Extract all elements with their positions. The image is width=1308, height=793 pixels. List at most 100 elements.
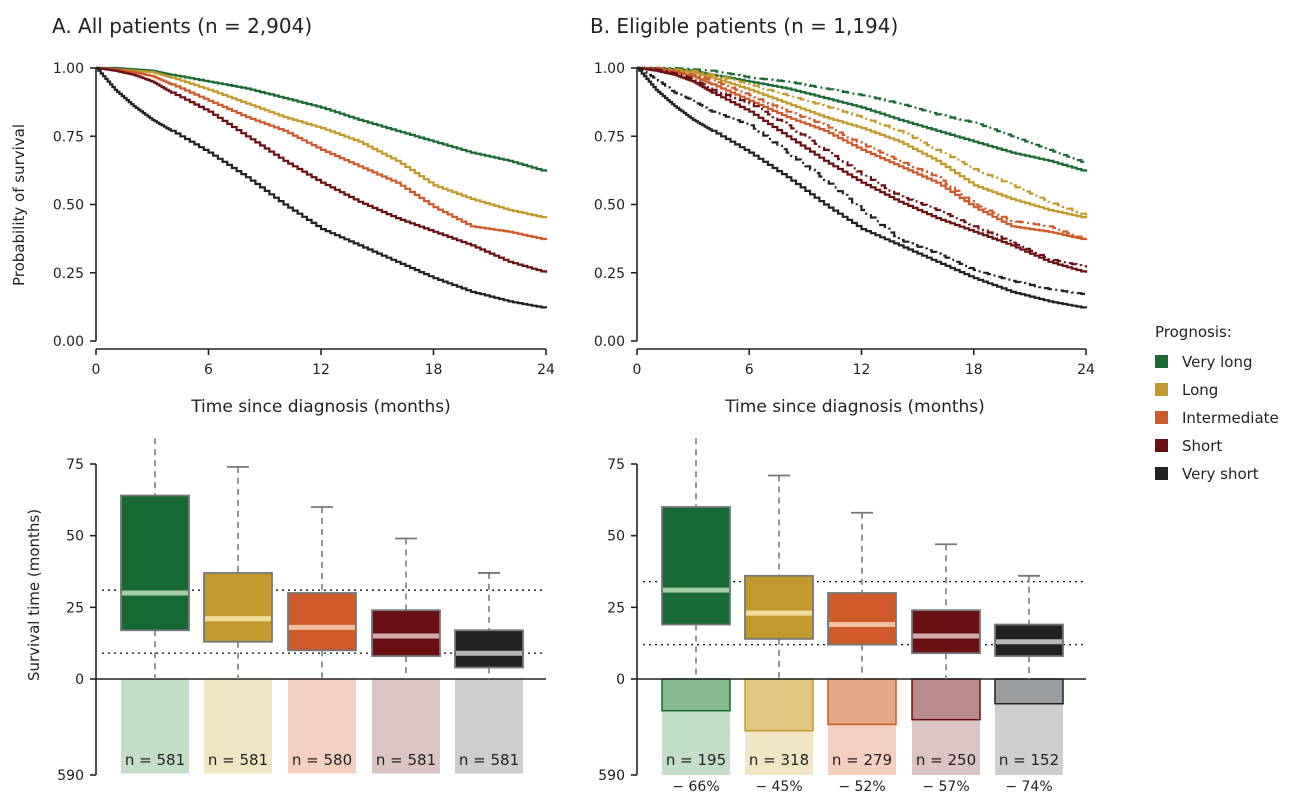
survival-curve-very-long	[96, 66, 548, 172]
x-tick-label: 18	[965, 362, 983, 378]
box-long	[203, 572, 273, 643]
count-axis-label: 590	[57, 768, 84, 784]
x-tick-label: 18	[425, 362, 443, 378]
y-tick-label: 1.00	[594, 61, 625, 77]
survival-curve-short	[96, 66, 548, 273]
survival-curve-very-short	[637, 66, 1088, 309]
km-a-x-axis-label: Time since diagnosis (months)	[190, 397, 451, 417]
legend-label-very-short: Very short	[1182, 465, 1259, 483]
count-bar-long	[204, 679, 272, 774]
y-tick-label: 0.25	[53, 266, 84, 282]
y-tick-label: 0.75	[594, 129, 625, 145]
n-label: n = 581	[376, 751, 436, 769]
survival-curve-very-long-dashdot	[637, 66, 1088, 164]
boxplot-all-patients: 0 25 50 75 590 n = 581 n = 581 n = 580 n = 581 n …	[57, 438, 546, 784]
x-tick-label: 24	[1077, 362, 1095, 378]
box-intermediate	[287, 592, 357, 652]
x-tick-label: 6	[204, 362, 213, 378]
box-long	[744, 574, 814, 640]
count-bar-short	[911, 678, 981, 721]
x-tick-label: 12	[312, 362, 330, 378]
legend-title: Prognosis:	[1155, 323, 1232, 341]
survival-curve-intermediate-dashdot	[637, 66, 1088, 240]
n-label: n = 318	[749, 751, 809, 769]
legend-swatch-very-short	[1155, 467, 1168, 480]
y-tick-label: 0	[75, 672, 84, 688]
y-tick-label: 1.00	[53, 61, 84, 77]
box-short	[371, 609, 441, 657]
survival-curve-long	[637, 66, 1088, 219]
survival-curve-long	[96, 66, 548, 219]
y-tick-label: 0.00	[53, 334, 84, 350]
count-axis-label: 590	[598, 768, 625, 784]
km-plot-eligible-patients: 0.00 0.25 0.50 0.75 1.00 0 6 12 18 24	[594, 61, 1095, 378]
y-tick-label: 50	[607, 529, 625, 545]
panel-a-title: A. All patients (n = 2,904)	[52, 14, 312, 38]
count-bar-very-short	[994, 678, 1064, 705]
count-bar-long	[744, 678, 814, 732]
x-tick-label: 24	[537, 362, 555, 378]
x-tick-label: 12	[853, 362, 871, 378]
survival-curve-intermediate	[96, 66, 548, 241]
n-label: n = 581	[125, 751, 185, 769]
legend-label-long: Long	[1182, 381, 1218, 399]
n-label: n = 581	[208, 751, 268, 769]
n-label: n = 152	[999, 751, 1059, 769]
y-tick-label: 0	[616, 672, 625, 688]
km-b-x-axis-label: Time since diagnosis (months)	[724, 397, 985, 417]
x-tick-label: 6	[745, 362, 754, 378]
km-a-y-axis-label: Probability of survival	[10, 124, 28, 286]
y-tick-label: 25	[607, 600, 625, 616]
n-label: n = 195	[666, 751, 726, 769]
legend-swatch-long	[1155, 383, 1168, 396]
count-bar-very-short	[455, 679, 523, 774]
legend-swatch-intermediate	[1155, 411, 1168, 424]
y-tick-label: 0.25	[594, 266, 625, 282]
percent-change-label: − 45%	[755, 779, 802, 793]
box-very-long	[120, 494, 190, 632]
box-very-short	[454, 629, 524, 669]
n-label: n = 250	[916, 751, 976, 769]
count-bar-intermediate	[288, 679, 356, 774]
percent-change-label: − 57%	[922, 779, 969, 793]
percent-change-label: − 74%	[1005, 779, 1052, 793]
box-short	[911, 609, 981, 655]
y-tick-label: 75	[66, 457, 84, 473]
legend: Prognosis: Very long Long Intermediate S…	[1155, 323, 1279, 483]
survival-curve-very-long	[637, 66, 1088, 172]
x-tick-label: 0	[633, 362, 642, 378]
n-label: n = 279	[832, 751, 892, 769]
survival-curve-short	[637, 66, 1088, 273]
survival-curve-very-short-dashdot	[637, 66, 1088, 295]
x-tick-label: 0	[92, 362, 101, 378]
y-tick-label: 0.00	[594, 334, 625, 350]
box-very-long	[661, 506, 731, 626]
y-tick-label: 0.75	[53, 129, 84, 145]
boxplot-eligible-patients: 0 25 50 75 590 n = 195 − 66% n = 318 − 45% n = 27…	[598, 438, 1086, 793]
count-bar-intermediate	[827, 678, 897, 726]
legend-label-short: Short	[1182, 437, 1222, 455]
panel-b-title: B. Eligible patients (n = 1,194)	[590, 14, 898, 38]
box-intermediate	[827, 592, 897, 646]
legend-label-intermediate: Intermediate	[1182, 409, 1279, 427]
y-tick-label: 50	[66, 529, 84, 545]
legend-label-very-long: Very long	[1182, 353, 1253, 371]
survival-curve-very-short	[96, 66, 548, 309]
count-bar-very-long	[661, 678, 731, 712]
percent-change-label: − 66%	[672, 779, 719, 793]
y-tick-label: 0.50	[53, 198, 84, 214]
legend-swatch-short	[1155, 439, 1168, 452]
survival-curve-intermediate	[637, 66, 1088, 241]
y-tick-label: 75	[607, 457, 625, 473]
box-a-y-axis-label: Survival time (months)	[25, 509, 43, 681]
survival-curve-long-dashdot	[637, 66, 1088, 216]
survival-curve-short-dashdot	[637, 66, 1088, 268]
percent-change-label: − 52%	[838, 779, 885, 793]
y-tick-label: 0.50	[594, 198, 625, 214]
legend-swatch-very-long	[1155, 355, 1168, 368]
n-label: n = 581	[459, 751, 519, 769]
n-label: n = 580	[292, 751, 352, 769]
km-plot-all-patients: 0.00 0.25 0.50 0.75 1.00 0 6 12 18 24	[53, 61, 555, 378]
count-bar-very-long	[121, 679, 189, 774]
